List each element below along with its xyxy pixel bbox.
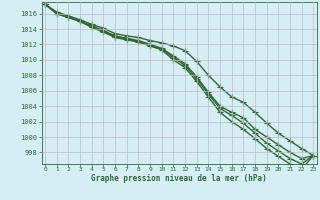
X-axis label: Graphe pression niveau de la mer (hPa): Graphe pression niveau de la mer (hPa) <box>91 174 267 183</box>
